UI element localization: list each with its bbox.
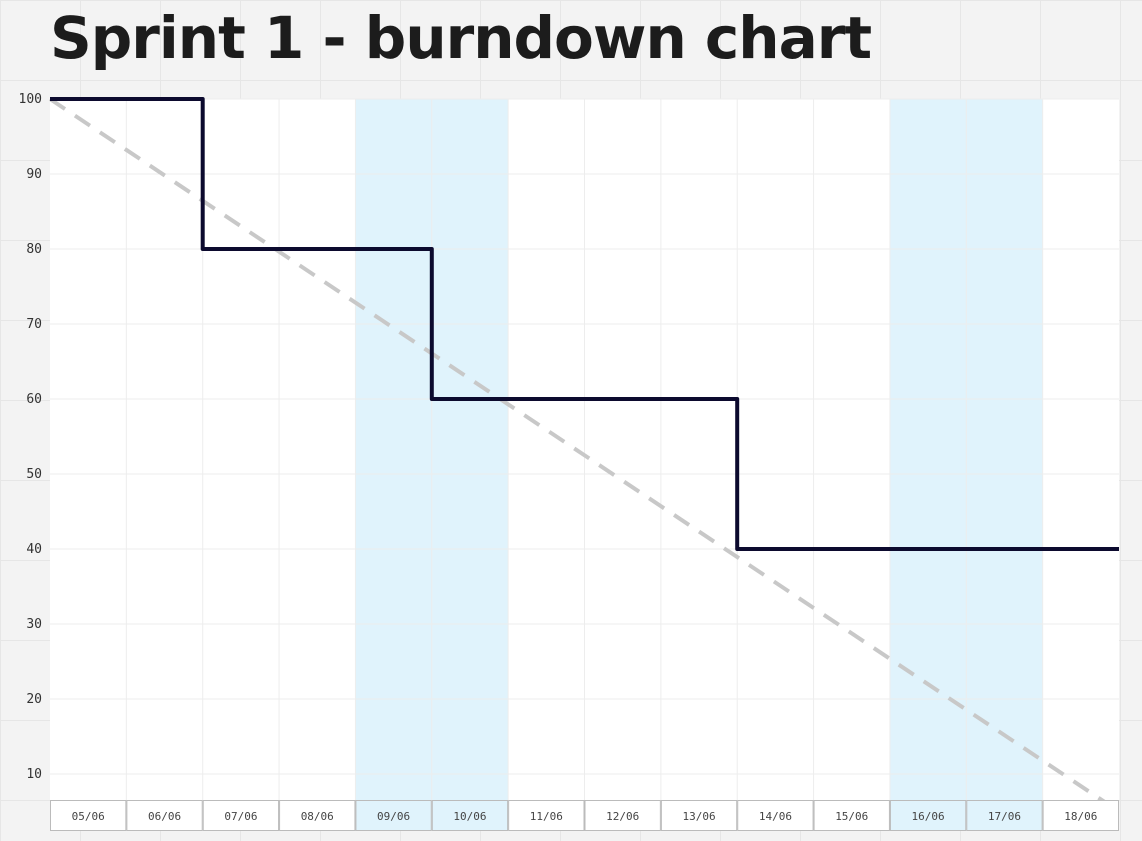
weekend-band-17-06: [966, 99, 1043, 800]
actual-burndown-line: [50, 97, 1119, 551]
x-tick-label: 14/06: [759, 810, 792, 823]
x-tick-cell: [355, 800, 432, 831]
weekend-band-09-06: [355, 99, 432, 800]
x-tick-cell: [508, 800, 585, 831]
x-tick-label: 18/06: [1064, 810, 1097, 823]
x-tick-cell: [584, 800, 661, 831]
x-tick-label: 16/06: [912, 810, 945, 823]
x-tick-cell: [737, 800, 814, 831]
chart-title: Sprint 1 - burndown chart: [50, 4, 872, 72]
x-tick-label: 12/06: [606, 810, 639, 823]
y-tick-label: 10: [26, 767, 42, 782]
x-tick-label: 15/06: [835, 810, 868, 823]
weekend-band-16-06: [889, 99, 967, 800]
y-tick-label: 80: [26, 242, 42, 257]
ideal-burndown-line: [48, 97, 1121, 814]
x-tick-cell: [431, 800, 509, 831]
x-tick-cell: [279, 800, 356, 831]
y-axis-ticks: 100 90 80 70 60 50 40 30 20 10: [19, 92, 42, 782]
x-tick-label: 07/06: [224, 810, 257, 823]
weekend-band-10-06: [431, 99, 509, 800]
y-tick-label: 70: [26, 317, 42, 332]
x-tick-label: 11/06: [530, 810, 563, 823]
x-tick-cell: [202, 800, 280, 831]
x-tick-cell: [1042, 800, 1119, 831]
x-tick-cell: [889, 800, 967, 831]
x-tick-label: 05/06: [72, 810, 105, 823]
x-tick-label: 06/06: [148, 810, 181, 823]
x-tick-label: 08/06: [301, 810, 334, 823]
y-tick-label: 50: [26, 467, 42, 482]
y-tick-label: 20: [26, 692, 42, 707]
x-tick-label: 09/06: [377, 810, 410, 823]
x-tick-cell: [126, 800, 203, 831]
actual-line-layer: [50, 97, 1119, 551]
x-tick-cell: [966, 800, 1043, 831]
y-tick-label: 60: [26, 392, 42, 407]
x-axis-ticks: 05/06 06/06 07/06 08/06 09/06 10/06 11/06 12/06…: [50, 800, 1119, 831]
x-tick-cell: [50, 800, 127, 831]
x-tick-label: 17/06: [988, 810, 1021, 823]
x-tick-cell: [660, 800, 738, 831]
y-tick-label: 40: [26, 542, 42, 557]
y-tick-label: 30: [26, 617, 42, 632]
ideal-line-layer: [48, 97, 1121, 814]
y-tick-label: 90: [26, 167, 42, 182]
x-tick-cell: [813, 800, 890, 831]
y-tick-label: 100: [19, 92, 42, 107]
x-tick-label: 10/06: [453, 810, 486, 823]
x-tick-label: 13/06: [682, 810, 715, 823]
